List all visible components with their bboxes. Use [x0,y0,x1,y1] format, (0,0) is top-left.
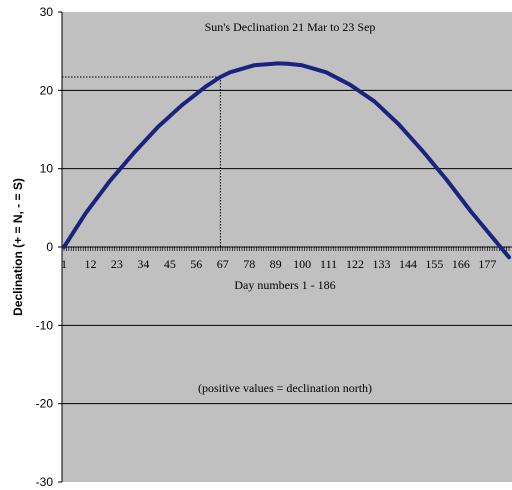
data-point [348,83,352,87]
x-tick-label: 111 [320,257,337,271]
x-tick-label: 89 [270,257,282,271]
x-tick-label: 45 [164,257,176,271]
y-axis-label: Declination (+ = N, - = S) [11,178,25,316]
x-tick-label: 144 [399,257,417,271]
y-axis-ticks: -30 -20 -10 0 10 20 30 [36,5,62,489]
data-point [286,62,290,66]
chart-annotation: (positive values = declination north) [198,381,372,395]
series-line [62,61,511,260]
x-axis-tick-labels: 1 12 23 34 45 56 67 78 89 100 111 122 133 144 155 166 17… [61,257,496,271]
data-point [252,63,256,67]
data-point [228,70,232,74]
data-point [507,255,511,259]
data-point [444,178,448,182]
data-point [84,211,88,215]
y-tick-label: -10 [36,318,54,332]
data-point [396,122,400,126]
x-tick-label: 166 [452,257,470,271]
y-tick-label: -30 [36,475,54,489]
x-tick-label: 34 [137,257,149,271]
data-point [156,125,160,129]
data-point [420,149,424,153]
x-tick-label: 155 [425,257,443,271]
x-tick-label: 1 [61,257,67,271]
data-point [204,84,208,88]
data-point [469,209,473,213]
y-tick-label: 0 [46,240,53,254]
data-point [324,70,328,74]
x-tick-label: 78 [243,257,255,271]
chart-title: Sun's Declination 21 Mar to 23 Sep [205,20,376,34]
data-point [62,245,66,249]
x-tick-label: 12 [84,257,96,271]
data-point [372,99,376,103]
data-point [300,63,304,67]
series-group [62,61,511,260]
data-point [132,151,136,155]
x-tick-label: 122 [346,257,364,271]
data-point [180,103,184,107]
data-point [108,179,112,183]
y-tick-label: 20 [40,83,54,97]
x-tick-label: 23 [111,257,123,271]
x-axis-label: Day numbers 1 - 186 [234,278,335,292]
data-point [493,238,497,242]
data-point [218,75,222,79]
reference-lines [62,76,221,247]
x-tick-label: 133 [373,257,391,271]
x-tick-label: 177 [478,257,496,271]
x-tick-label: 67 [217,257,229,271]
y-tick-label: 10 [40,162,54,176]
x-tick-label: 100 [293,257,311,271]
data-point [276,61,280,65]
x-axis-minor-ticks [63,247,510,251]
y-tick-label: -20 [36,397,54,411]
y-tick-label: 30 [40,5,54,19]
x-tick-label: 56 [190,257,202,271]
